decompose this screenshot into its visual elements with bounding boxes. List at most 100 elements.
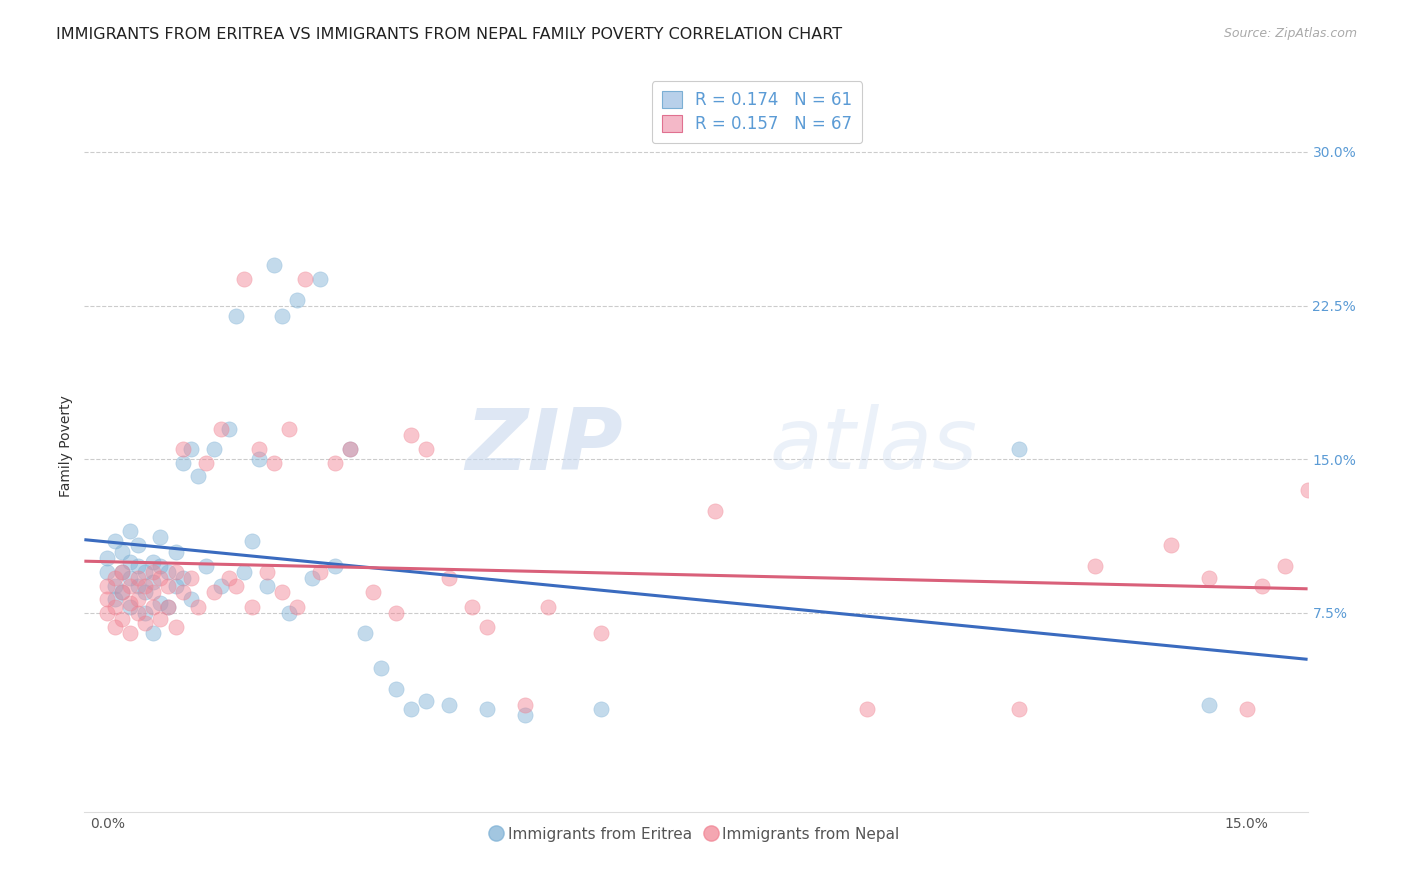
Point bbox=[111, 612, 134, 626]
Point bbox=[142, 585, 165, 599]
Point bbox=[704, 503, 727, 517]
Point bbox=[127, 538, 149, 552]
Point bbox=[172, 442, 194, 456]
Point bbox=[247, 442, 270, 456]
Point bbox=[96, 550, 118, 565]
Point bbox=[278, 606, 301, 620]
Point bbox=[589, 702, 612, 716]
Point bbox=[513, 698, 536, 713]
Point bbox=[225, 579, 247, 593]
Point bbox=[142, 575, 165, 590]
Point bbox=[1008, 442, 1031, 456]
Point bbox=[361, 585, 384, 599]
Point bbox=[194, 558, 217, 573]
Point bbox=[149, 558, 172, 573]
Point bbox=[209, 579, 232, 593]
Point bbox=[475, 702, 498, 716]
Point bbox=[127, 606, 149, 620]
Point bbox=[225, 309, 247, 323]
Point bbox=[240, 534, 263, 549]
Point bbox=[118, 599, 141, 614]
Point bbox=[134, 585, 156, 599]
Point bbox=[1236, 702, 1258, 716]
Point bbox=[856, 702, 879, 716]
Point bbox=[256, 579, 278, 593]
Point bbox=[180, 442, 202, 456]
Point bbox=[142, 565, 165, 579]
Point bbox=[194, 457, 217, 471]
Point bbox=[1084, 558, 1107, 573]
Point bbox=[354, 626, 377, 640]
Text: IMMIGRANTS FROM ERITREA VS IMMIGRANTS FROM NEPAL FAMILY POVERTY CORRELATION CHAR: IMMIGRANTS FROM ERITREA VS IMMIGRANTS FR… bbox=[56, 27, 842, 42]
Point bbox=[172, 571, 194, 585]
Point bbox=[218, 571, 240, 585]
Point bbox=[96, 591, 118, 606]
Point bbox=[415, 442, 437, 456]
Point bbox=[385, 681, 408, 696]
Point bbox=[256, 565, 278, 579]
Point bbox=[134, 565, 156, 579]
Point bbox=[1296, 483, 1319, 497]
Point bbox=[1198, 698, 1220, 713]
Point bbox=[232, 565, 254, 579]
Point bbox=[118, 596, 141, 610]
Point bbox=[1274, 558, 1296, 573]
Point bbox=[309, 565, 332, 579]
Point bbox=[263, 258, 285, 272]
Point bbox=[309, 272, 332, 286]
Point bbox=[1160, 538, 1182, 552]
Point bbox=[1198, 571, 1220, 585]
Point bbox=[370, 661, 392, 675]
Text: Source: ZipAtlas.com: Source: ZipAtlas.com bbox=[1223, 27, 1357, 40]
Point bbox=[156, 565, 179, 579]
Point bbox=[111, 585, 134, 599]
Text: atlas: atlas bbox=[769, 404, 977, 488]
Point bbox=[1251, 579, 1274, 593]
Point bbox=[323, 558, 346, 573]
Point bbox=[142, 599, 165, 614]
Point bbox=[142, 555, 165, 569]
Point bbox=[415, 694, 437, 708]
Point bbox=[461, 599, 484, 614]
Point bbox=[134, 616, 156, 631]
Point bbox=[96, 579, 118, 593]
Point bbox=[165, 544, 187, 558]
Text: ZIP: ZIP bbox=[465, 404, 623, 488]
Point bbox=[285, 293, 308, 307]
Point bbox=[187, 599, 209, 614]
Point bbox=[285, 599, 308, 614]
Point bbox=[118, 579, 141, 593]
Point bbox=[149, 571, 172, 585]
Point bbox=[180, 571, 202, 585]
Point bbox=[323, 457, 346, 471]
Point bbox=[202, 442, 225, 456]
Point bbox=[399, 427, 422, 442]
Point bbox=[118, 524, 141, 538]
Point bbox=[589, 626, 612, 640]
Point bbox=[149, 596, 172, 610]
Point bbox=[104, 591, 127, 606]
Point bbox=[399, 702, 422, 716]
Point bbox=[218, 421, 240, 435]
Point bbox=[149, 530, 172, 544]
Point bbox=[180, 591, 202, 606]
Point bbox=[232, 272, 254, 286]
Point bbox=[127, 571, 149, 585]
Point bbox=[104, 571, 127, 585]
Point bbox=[270, 585, 292, 599]
Point bbox=[111, 565, 134, 579]
Point bbox=[96, 565, 118, 579]
Point bbox=[165, 579, 187, 593]
Point bbox=[172, 585, 194, 599]
Point bbox=[240, 599, 263, 614]
Point bbox=[437, 698, 460, 713]
Point bbox=[278, 421, 301, 435]
Point bbox=[96, 606, 118, 620]
Point bbox=[172, 457, 194, 471]
Point bbox=[385, 606, 408, 620]
Point bbox=[294, 272, 316, 286]
Point bbox=[202, 585, 225, 599]
Point bbox=[142, 626, 165, 640]
Point bbox=[118, 626, 141, 640]
Point bbox=[127, 579, 149, 593]
